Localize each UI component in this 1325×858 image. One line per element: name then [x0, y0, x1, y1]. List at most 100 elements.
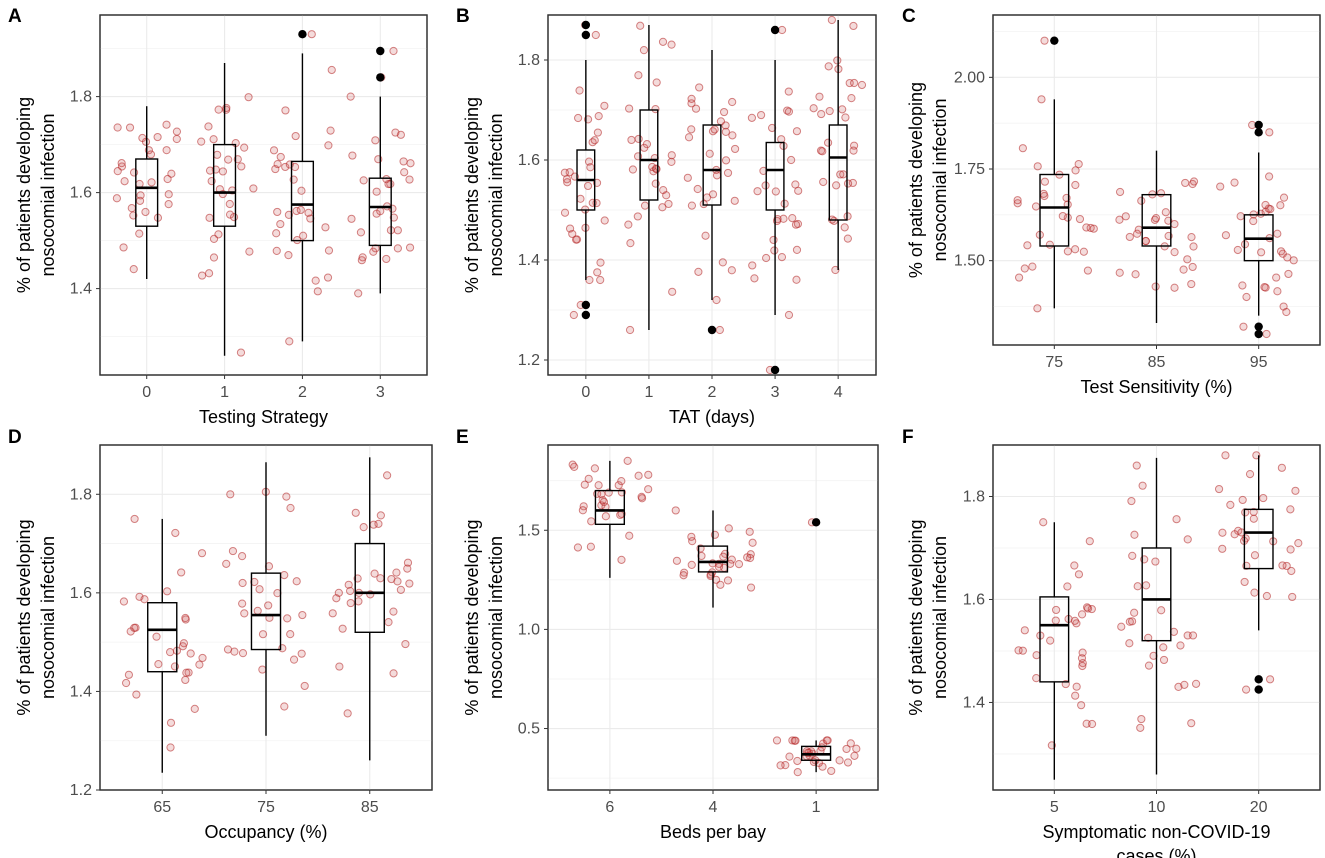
jitter-point: [1265, 675, 1275, 684]
jitter-point: [141, 207, 150, 217]
jitter-point: [664, 199, 673, 209]
jitter-point: [1249, 507, 1258, 517]
jitter-point: [222, 559, 231, 568]
iqr-box: [639, 109, 659, 201]
jitter-point: [1273, 229, 1282, 238]
jitter-point: [746, 583, 756, 592]
panel-letter: C: [902, 6, 916, 27]
jitter-point: [1262, 591, 1271, 601]
y-tick-label: 1.8: [518, 52, 540, 69]
jitter-point: [833, 56, 842, 65]
iqr-box: [1243, 508, 1274, 570]
jitter-point: [691, 104, 701, 113]
jitter-point: [1078, 661, 1087, 671]
y-tick-label: 1.2: [518, 352, 540, 369]
jitter-point: [1083, 604, 1093, 613]
outlier-point: [1254, 128, 1263, 137]
jitter-point: [218, 167, 228, 176]
jitter-point: [625, 104, 634, 113]
jitter-point: [1283, 253, 1292, 262]
jitter-point: [792, 275, 801, 284]
jitter-point: [1188, 262, 1197, 272]
jitter-point: [1221, 451, 1230, 460]
jitter-point: [586, 542, 595, 551]
jitter-point: [815, 92, 824, 101]
jitter-point: [1138, 481, 1147, 490]
jitter-point: [1040, 36, 1049, 45]
jitter-point: [817, 743, 826, 752]
jitter-point: [1018, 646, 1027, 655]
jitter-point: [777, 25, 787, 35]
y-tick-label: 1.8: [963, 488, 985, 505]
jitter-point: [171, 528, 180, 538]
jitter-point: [817, 109, 826, 119]
jitter-point: [162, 146, 171, 155]
jitter-point: [1161, 208, 1170, 217]
jitter-point: [705, 149, 714, 158]
jitter-point: [1075, 214, 1085, 224]
jitter-point: [1273, 287, 1282, 296]
jitter-point: [724, 524, 733, 533]
jitter-point: [687, 532, 696, 541]
jitter-point: [793, 756, 802, 766]
jitter-point: [112, 194, 121, 203]
y-axis-title: nosocomial infection: [486, 113, 506, 276]
jitter-point: [831, 265, 840, 275]
jitter-point: [847, 94, 856, 103]
jitter-point: [824, 62, 833, 71]
jitter-point: [849, 146, 858, 155]
y-axis-title: % of patients developing: [906, 82, 926, 278]
jitter-point: [1079, 247, 1088, 256]
jitter-point: [600, 216, 609, 225]
jitter-point: [140, 595, 149, 604]
jitter-point: [1083, 266, 1093, 275]
jitter-point: [1131, 270, 1140, 279]
jitter-point: [226, 490, 235, 499]
jitter-point: [1159, 655, 1169, 665]
jitter-point: [359, 176, 368, 185]
jitter-point: [323, 273, 333, 282]
panel-f: 1.4 1.6 1.8 5 10 20 Symptomatic non-COVID-19 ca…: [902, 427, 1321, 858]
jitter-point: [1239, 322, 1248, 331]
iqr-box: [828, 124, 848, 221]
jitter-point: [135, 229, 144, 238]
jitter-point: [668, 287, 677, 296]
jitter-point: [127, 204, 136, 213]
jitter-point: [1286, 545, 1295, 554]
jitter-point: [351, 508, 360, 517]
iqr-box: [147, 602, 178, 673]
jitter-point: [658, 203, 667, 212]
iqr-box: [250, 572, 282, 651]
jitter-point: [1040, 177, 1049, 186]
jitter-point: [679, 571, 688, 580]
jitter-point: [177, 568, 186, 577]
outlier-point: [1254, 120, 1263, 130]
jitter-point: [1020, 264, 1029, 273]
y-axis-title: % of patients developing: [462, 519, 482, 715]
jitter-point: [590, 464, 599, 473]
jitter-point: [264, 601, 273, 610]
jitter-point: [1137, 714, 1146, 724]
jitter-point: [299, 231, 308, 240]
x-tick-label: 75: [1045, 354, 1063, 371]
jitter-point: [120, 177, 129, 186]
jitter-point: [389, 669, 398, 678]
jitter-point: [1277, 463, 1286, 472]
jitter-point: [403, 564, 412, 573]
jitter-point: [1115, 268, 1124, 277]
jitter-point: [297, 649, 306, 658]
y-tick-label: 1.4: [70, 281, 92, 298]
jitter-point: [1157, 606, 1166, 615]
jitter-point: [405, 243, 415, 252]
jitter-point: [1179, 265, 1188, 274]
jitter-point: [1245, 469, 1255, 479]
x-tick-label: 1: [644, 384, 653, 401]
jitter-point: [281, 106, 290, 115]
jitter-point: [785, 752, 794, 761]
jitter-point: [240, 609, 249, 618]
jitter-point: [730, 196, 739, 205]
jitter-point: [1238, 495, 1247, 505]
jitter-point: [146, 150, 156, 159]
iqr-box: [594, 489, 626, 526]
jitter-point: [843, 179, 853, 188]
